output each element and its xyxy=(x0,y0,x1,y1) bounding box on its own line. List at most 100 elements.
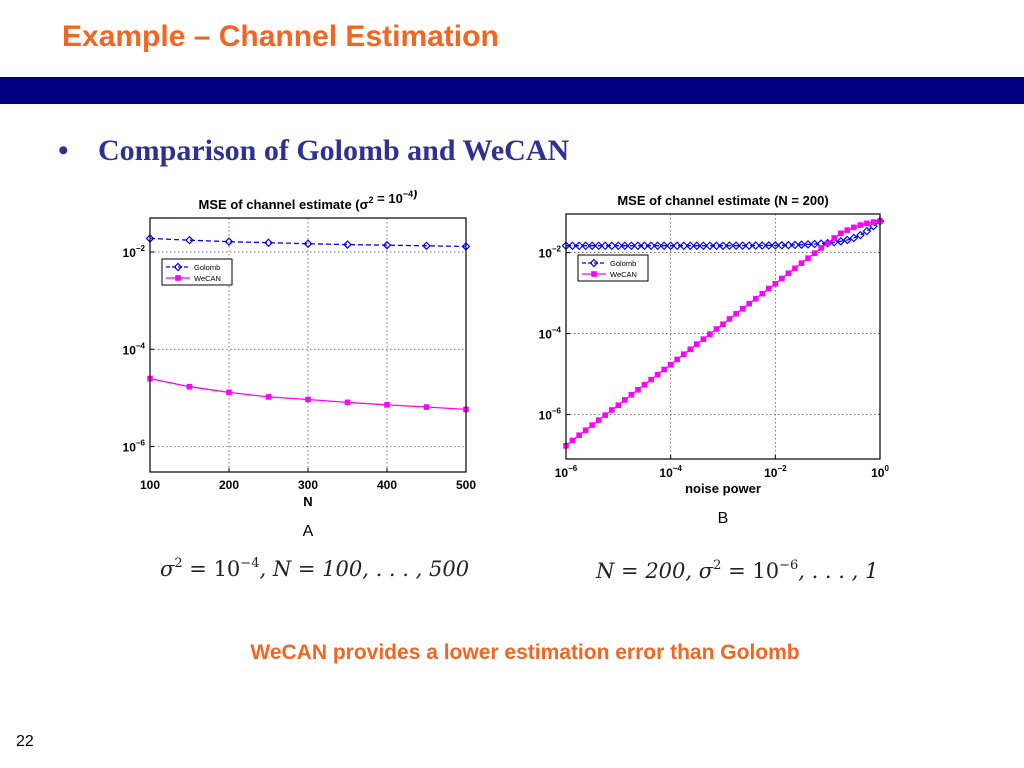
chart-b-point-wecan xyxy=(700,336,707,342)
header-band xyxy=(0,77,1024,104)
chart-b-point-golomb xyxy=(620,241,630,251)
chart-a-legend-label: Golomb xyxy=(194,263,220,272)
chart-a-legend-label: WeCAN xyxy=(194,274,221,283)
chart-a-xtick-label: 200 xyxy=(219,478,239,492)
chart-b-point-golomb xyxy=(869,221,878,231)
chart-b-point-wecan xyxy=(680,351,687,358)
chart-b-point-golomb xyxy=(738,241,747,250)
chart-b-point-wecan xyxy=(798,260,805,266)
chart-b-point-wecan xyxy=(589,422,595,428)
formula-a-sigma: σ xyxy=(160,557,175,581)
chart-b-point-golomb xyxy=(725,241,734,250)
chart-b-point-wecan xyxy=(608,407,615,413)
chart-b-legend-label: WeCAN xyxy=(610,270,637,279)
chart-b-caption: B xyxy=(718,510,729,527)
chart-b-point-wecan xyxy=(694,341,700,347)
chart-a-xtick-label: 400 xyxy=(377,478,397,492)
chart-b-point-golomb xyxy=(666,241,676,251)
chart-b-point-golomb xyxy=(849,233,859,243)
chart-b-point-wecan xyxy=(857,222,864,228)
chart-b-point-golomb xyxy=(751,241,761,250)
chart-a-point-golomb xyxy=(185,235,194,245)
chart-a-point-golomb xyxy=(264,238,273,248)
chart-b-xtick-label: 10−4 xyxy=(659,464,682,480)
chart-b-point-wecan xyxy=(687,346,694,353)
chart-a-ytick-label: 10−6 xyxy=(123,439,146,455)
chart-b-point-golomb xyxy=(659,241,669,251)
chart-a-point-wecan xyxy=(265,394,272,400)
chart-b-point-golomb xyxy=(607,241,617,251)
chart-b-point-wecan xyxy=(628,391,635,398)
chart-a-legend-marker-golomb xyxy=(173,262,183,272)
chart-a-ytick-label: 10−2 xyxy=(123,244,146,260)
chart-a-title: MSE of channel estimate (σ2 = 10−4) xyxy=(199,190,418,212)
chart-b-point-golomb xyxy=(770,241,780,250)
chart-b-point-golomb xyxy=(568,241,577,251)
formula-b: N = 200, σ2 = 10−6, . . . , 1 xyxy=(596,558,878,583)
chart-a: MSE of channel estimate (σ2 = 10−4) 100 20… xyxy=(123,190,477,540)
formula-a-eq: = 10 xyxy=(182,557,241,581)
chart-b-point-wecan xyxy=(726,316,733,322)
chart-a-legend-marker-wecan xyxy=(175,275,181,281)
formula-b-exp: −6 xyxy=(779,558,799,573)
chart-a-point-wecan xyxy=(384,402,390,408)
chart-b-point-wecan xyxy=(576,432,582,438)
formula-a-rest: , N = 100, . . . , 500 xyxy=(259,557,470,581)
chart-b-point-golomb xyxy=(679,241,689,251)
chart-b-point-wecan xyxy=(811,250,818,256)
formula-b-sigma: σ xyxy=(698,559,714,583)
chart-b-point-wecan xyxy=(759,290,766,297)
chart-b-point-wecan xyxy=(844,227,851,233)
chart-b-point-golomb xyxy=(581,241,590,251)
chart-a-legend xyxy=(161,258,233,286)
chart-b-point-wecan xyxy=(582,427,589,434)
chart-b-point-wecan xyxy=(635,386,641,393)
chart-b-point-wecan xyxy=(622,397,628,403)
chart-a-xtick-label: 500 xyxy=(456,478,476,492)
chart-a-point-wecan xyxy=(305,396,311,403)
chart-b-ytick-label: 10−2 xyxy=(539,245,562,261)
chart-a-point-wecan xyxy=(344,399,351,406)
chart-b-xlabel: noise power xyxy=(685,481,761,496)
chart-b-ytick-label: 10−4 xyxy=(539,326,562,342)
chart-b-point-golomb xyxy=(784,240,793,250)
chart-b-point-wecan xyxy=(739,306,746,312)
chart-b-point-wecan xyxy=(720,321,726,328)
chart-b-point-wecan xyxy=(779,275,785,282)
chart-b-point-wecan xyxy=(837,230,844,237)
chart-b-point-wecan xyxy=(569,437,576,444)
chart-b-point-golomb xyxy=(757,241,767,250)
chart-a-point-golomb xyxy=(224,237,234,247)
chart-b-ytick-label: 10−6 xyxy=(539,407,562,423)
chart-b-point-wecan xyxy=(851,224,857,231)
chart-b-point-wecan xyxy=(661,366,667,373)
formula-a-exp: −4 xyxy=(240,556,260,571)
chart-a-point-golomb xyxy=(343,240,352,249)
chart-b-point-wecan xyxy=(595,417,602,423)
chart-b-point-wecan xyxy=(667,361,674,368)
chart-b-point-golomb xyxy=(705,241,715,251)
chart-b-point-golomb xyxy=(613,241,623,251)
chart-b-point-wecan xyxy=(805,255,811,261)
chart-b-point-wecan xyxy=(733,310,739,317)
chart-a-xtick-label: 100 xyxy=(140,478,160,492)
chart-b-frame xyxy=(565,213,881,460)
chart-b-point-golomb xyxy=(718,241,728,251)
chart-b-point-wecan xyxy=(792,265,798,272)
chart-b-point-golomb xyxy=(672,241,682,251)
chart-b-legend-marker-wecan xyxy=(591,271,597,277)
chart-b-point-golomb xyxy=(764,241,774,250)
chart-b-point-wecan xyxy=(615,402,622,409)
chart-a-point-golomb xyxy=(382,240,392,250)
chart-b-point-wecan xyxy=(654,371,661,378)
chart-b-point-golomb xyxy=(646,241,656,251)
chart-b-point-wecan xyxy=(674,356,680,363)
chart-b-point-golomb xyxy=(856,230,865,240)
chart-b-point-wecan xyxy=(602,412,609,418)
chart-b-xtick-label: 10−6 xyxy=(555,464,578,480)
chart-a-point-golomb xyxy=(422,241,431,251)
chart-b-point-wecan xyxy=(648,376,654,383)
chart-b-point-golomb xyxy=(653,241,662,251)
bullet-marker: • xyxy=(58,134,69,167)
chart-b-point-golomb xyxy=(633,241,643,251)
